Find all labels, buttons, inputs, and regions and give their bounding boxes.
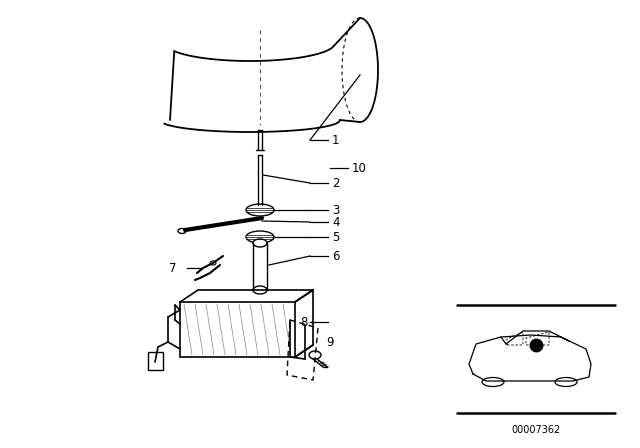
Ellipse shape [246, 231, 274, 243]
Text: 5: 5 [332, 231, 339, 244]
Text: 4: 4 [332, 215, 339, 228]
Text: 00007362: 00007362 [511, 425, 561, 435]
Text: 10: 10 [352, 161, 367, 175]
Text: 3: 3 [332, 203, 339, 216]
Text: 2: 2 [332, 177, 339, 190]
Ellipse shape [178, 228, 186, 233]
Ellipse shape [309, 351, 321, 359]
Bar [148, 352, 163, 370]
Text: 8: 8 [300, 315, 307, 328]
Text: 7: 7 [170, 262, 177, 275]
Ellipse shape [246, 204, 274, 216]
Ellipse shape [210, 261, 216, 265]
Ellipse shape [253, 286, 267, 294]
Ellipse shape [482, 378, 504, 387]
Ellipse shape [253, 239, 267, 247]
Ellipse shape [555, 378, 577, 387]
Text: 6: 6 [332, 250, 339, 263]
Text: 1: 1 [332, 134, 339, 146]
Text: 9: 9 [326, 336, 333, 349]
